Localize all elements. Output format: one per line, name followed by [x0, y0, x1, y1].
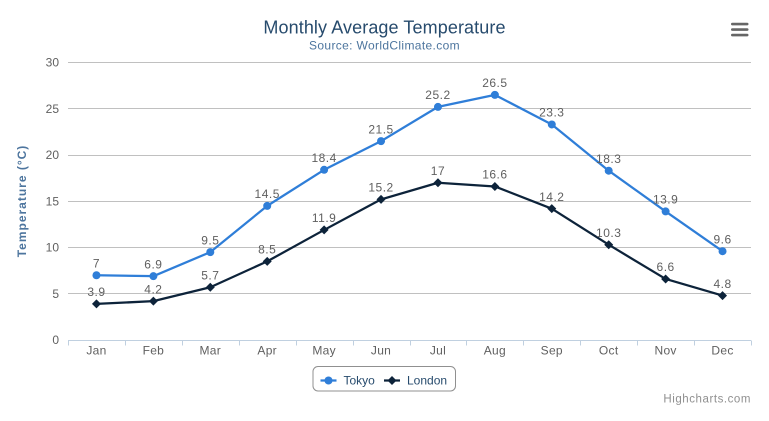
svg-text:Monthly Average Temperature: Monthly Average Temperature: [263, 18, 505, 38]
svg-text:Jun: Jun: [371, 344, 391, 358]
svg-text:Highcharts.com: Highcharts.com: [663, 394, 751, 406]
svg-text:30: 30: [46, 56, 60, 70]
svg-text:3.9: 3.9: [87, 285, 105, 299]
svg-text:Apr: Apr: [257, 344, 277, 358]
svg-text:May: May: [312, 344, 336, 358]
svg-text:25.2: 25.2: [425, 88, 450, 102]
svg-text:15.2: 15.2: [368, 181, 393, 195]
svg-text:10.3: 10.3: [596, 226, 621, 240]
svg-text:Nov: Nov: [654, 344, 676, 358]
svg-text:9.6: 9.6: [713, 232, 731, 246]
svg-text:8.5: 8.5: [258, 243, 276, 257]
svg-text:18.4: 18.4: [311, 151, 336, 165]
svg-text:17: 17: [431, 164, 445, 178]
svg-text:4.8: 4.8: [713, 277, 731, 291]
svg-text:0: 0: [52, 333, 59, 347]
svg-text:Feb: Feb: [143, 344, 165, 358]
svg-text:23.3: 23.3: [539, 106, 564, 120]
svg-text:7: 7: [93, 256, 100, 270]
svg-text:6.9: 6.9: [144, 257, 162, 271]
svg-text:20: 20: [46, 148, 60, 162]
svg-text:Dec: Dec: [711, 344, 733, 358]
svg-text:10: 10: [46, 241, 60, 255]
svg-text:Jan: Jan: [86, 344, 106, 358]
svg-text:14.2: 14.2: [539, 190, 564, 204]
svg-text:London: London: [407, 374, 447, 388]
svg-text:21.5: 21.5: [368, 122, 393, 136]
svg-text:Source: WorldClimate.com: Source: WorldClimate.com: [309, 39, 460, 53]
svg-text:5.7: 5.7: [201, 268, 219, 282]
svg-text:Mar: Mar: [200, 344, 222, 358]
svg-text:11.9: 11.9: [312, 211, 336, 225]
svg-text:9.5: 9.5: [201, 233, 219, 247]
svg-text:Oct: Oct: [599, 344, 619, 358]
svg-text:Aug: Aug: [484, 344, 506, 358]
svg-text:13.9: 13.9: [653, 193, 678, 207]
svg-text:Temperature (°C): Temperature (°C): [15, 145, 29, 258]
svg-text:14.5: 14.5: [255, 187, 280, 201]
svg-text:6.6: 6.6: [657, 260, 675, 274]
svg-text:4.2: 4.2: [144, 282, 162, 296]
svg-text:25: 25: [46, 102, 60, 116]
svg-text:Jul: Jul: [430, 344, 446, 358]
svg-text:Tokyo: Tokyo: [344, 374, 376, 388]
svg-text:16.6: 16.6: [482, 168, 507, 182]
svg-text:Sep: Sep: [541, 344, 563, 358]
svg-text:15: 15: [46, 194, 60, 208]
svg-text:18.3: 18.3: [596, 152, 621, 166]
svg-text:5: 5: [52, 287, 59, 301]
svg-text:26.5: 26.5: [482, 76, 507, 90]
